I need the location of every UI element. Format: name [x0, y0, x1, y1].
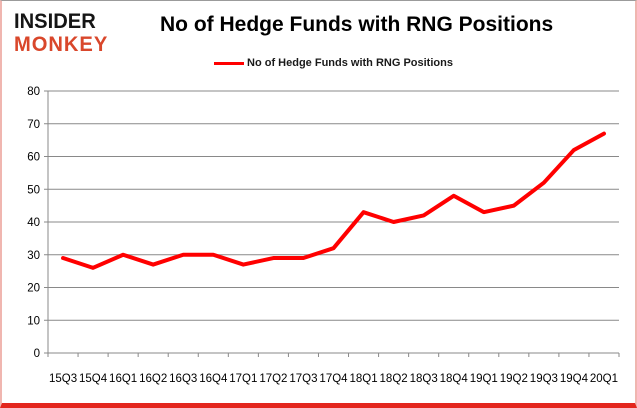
- svg-text:40: 40: [27, 217, 40, 229]
- svg-text:60: 60: [27, 152, 40, 164]
- svg-text:16Q4: 16Q4: [199, 373, 228, 385]
- svg-text:17Q3: 17Q3: [289, 373, 317, 385]
- svg-text:0: 0: [34, 348, 40, 360]
- svg-text:20Q1: 20Q1: [590, 373, 618, 385]
- svg-text:16Q1: 16Q1: [109, 373, 137, 385]
- chart-legend: No of Hedge Funds with RNG Positions: [48, 57, 619, 69]
- svg-text:17Q4: 17Q4: [319, 373, 348, 385]
- svg-text:18Q3: 18Q3: [410, 373, 438, 385]
- svg-text:19Q3: 19Q3: [530, 373, 558, 385]
- svg-text:15Q4: 15Q4: [79, 373, 108, 385]
- legend-label: No of Hedge Funds with RNG Positions: [247, 57, 453, 69]
- svg-text:17Q1: 17Q1: [229, 373, 257, 385]
- logo-word-insider: INSIDER: [14, 10, 96, 33]
- svg-text:19Q1: 19Q1: [470, 373, 498, 385]
- insider-monkey-logo: INSIDER MONKEY: [14, 11, 112, 55]
- svg-text:19Q4: 19Q4: [560, 373, 589, 385]
- svg-text:80: 80: [27, 86, 40, 98]
- svg-text:50: 50: [27, 184, 40, 196]
- svg-text:17Q2: 17Q2: [259, 373, 287, 385]
- chart-title: No of Hedge Funds with RNG Positions: [160, 13, 554, 36]
- svg-text:19Q2: 19Q2: [500, 373, 528, 385]
- svg-text:18Q2: 18Q2: [380, 373, 408, 385]
- svg-text:18Q1: 18Q1: [349, 373, 377, 385]
- svg-text:30: 30: [27, 250, 40, 262]
- legend-line-swatch-icon: [214, 61, 245, 65]
- svg-text:16Q2: 16Q2: [139, 373, 167, 385]
- svg-text:10: 10: [27, 315, 40, 327]
- svg-text:18Q4: 18Q4: [440, 373, 469, 385]
- logo-word-monkey: MONKEY: [14, 33, 109, 56]
- svg-text:16Q3: 16Q3: [169, 373, 197, 385]
- svg-text:70: 70: [27, 119, 40, 131]
- svg-text:20: 20: [27, 283, 40, 295]
- svg-text:15Q3: 15Q3: [49, 373, 77, 385]
